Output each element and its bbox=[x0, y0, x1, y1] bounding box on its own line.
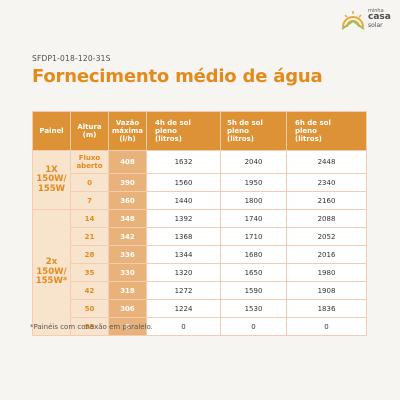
altura-cell: 14 bbox=[70, 209, 109, 228]
header-5h: 5h de sol pleno (litros) bbox=[220, 111, 287, 151]
h4-cell: 1368 bbox=[146, 227, 221, 246]
h6-cell: 2340 bbox=[286, 173, 367, 192]
vazao-cell: 306 bbox=[108, 299, 147, 318]
header-vazao: Vazão máxima (l/h) bbox=[108, 111, 147, 151]
table-row: 28 336 1344 1680 2016 bbox=[33, 245, 367, 264]
h5-cell: 1950 bbox=[220, 173, 287, 192]
h5-cell: 1710 bbox=[220, 227, 287, 246]
vazao-cell: 336 bbox=[108, 245, 147, 264]
altura-cell: Fluxo aberto bbox=[70, 150, 109, 174]
table-row: 1X 150W/155W Fluxo aberto 408 1632 2040 24… bbox=[32, 150, 367, 210]
table-row: 50 306 1224 1530 1836 bbox=[33, 299, 367, 318]
table-row: 55 0 0 0 0 bbox=[33, 317, 367, 336]
header-6h: 6h de sol pleno (litros) bbox=[286, 111, 367, 151]
altura-cell: 55 bbox=[70, 317, 109, 336]
h4-cell: 1392 bbox=[146, 209, 221, 228]
h4-cell: 1344 bbox=[146, 245, 221, 264]
altura-cell: 50 bbox=[70, 299, 109, 318]
h5-cell: 1650 bbox=[220, 263, 287, 282]
altura-cell: 35 bbox=[70, 263, 109, 282]
h6-cell: 0 bbox=[286, 317, 367, 336]
vazao-cell: 342 bbox=[108, 227, 147, 246]
table-row: 2x 150W/155W* 14 348 1392 1740 2088 bbox=[32, 209, 367, 336]
h4-cell: 1320 bbox=[146, 263, 221, 282]
h5-cell: 1740 bbox=[220, 209, 287, 228]
h6-cell: 2160 bbox=[286, 191, 367, 210]
h6-cell: 1908 bbox=[286, 281, 367, 300]
altura-cell: 7 bbox=[70, 191, 109, 210]
vazao-cell: 348 bbox=[108, 209, 147, 228]
panel-group-1: 1X 150W/155W bbox=[32, 150, 71, 210]
brand-logo: minha casa solar bbox=[340, 8, 396, 31]
table-row: 42 318 1272 1590 1908 bbox=[33, 281, 367, 300]
h6-cell: 2088 bbox=[286, 209, 367, 228]
water-supply-table: Painel Altura (m) Vazão máxima (l/h) 4h de … bbox=[32, 111, 367, 336]
table-row: 21 342 1368 1710 2052 bbox=[33, 227, 367, 246]
table-row: 0 390 1560 1950 2340 bbox=[33, 173, 367, 192]
product-code: SFDP1-018-120-31S bbox=[32, 54, 111, 63]
vazao-cell: 408 bbox=[108, 150, 147, 174]
h4-cell: 1440 bbox=[146, 191, 221, 210]
sun-house-icon bbox=[341, 11, 365, 30]
vazao-cell: 390 bbox=[108, 173, 147, 192]
h4-cell: 1560 bbox=[146, 173, 221, 192]
h5-cell: 2040 bbox=[220, 150, 287, 174]
h5-cell: 1800 bbox=[220, 191, 287, 210]
header-altura: Altura (m) bbox=[70, 111, 109, 151]
page-title: Fornecimento médio de água bbox=[32, 66, 323, 87]
vazao-cell: 318 bbox=[108, 281, 147, 300]
h5-cell: 0 bbox=[220, 317, 287, 336]
h4-cell: 0 bbox=[146, 317, 221, 336]
altura-cell: 0 bbox=[70, 173, 109, 192]
table-row: 35 330 1320 1650 1980 bbox=[33, 263, 367, 282]
h5-cell: 1530 bbox=[220, 299, 287, 318]
vazao-cell: 0 bbox=[108, 317, 147, 336]
altura-cell: 28 bbox=[70, 245, 109, 264]
h6-cell: 2448 bbox=[286, 150, 367, 174]
h5-cell: 1590 bbox=[220, 281, 287, 300]
header-4h: 4h de sol pleno (litros) bbox=[146, 111, 221, 151]
table-row: 7 360 1440 1800 2160 bbox=[33, 191, 367, 210]
altura-cell: 42 bbox=[70, 281, 109, 300]
h4-cell: 1272 bbox=[146, 281, 221, 300]
brand-line-1: minha bbox=[368, 8, 384, 14]
h4-cell: 1632 bbox=[146, 150, 221, 174]
h6-cell: 1980 bbox=[286, 263, 367, 282]
footnote: *Painéis com conexão em paralelo. bbox=[30, 323, 153, 331]
h6-cell: 2016 bbox=[286, 245, 367, 264]
panel-group-2: 2x 150W/155W* bbox=[32, 209, 71, 336]
table-header-row: Painel Altura (m) Vazão máxima (l/h) 4h de … bbox=[32, 111, 367, 151]
header-painel: Painel bbox=[32, 111, 71, 151]
brand-line-2: casa bbox=[368, 12, 391, 22]
h5-cell: 1680 bbox=[220, 245, 287, 264]
vazao-cell: 360 bbox=[108, 191, 147, 210]
h6-cell: 1836 bbox=[286, 299, 367, 318]
h6-cell: 2052 bbox=[286, 227, 367, 246]
h4-cell: 1224 bbox=[146, 299, 221, 318]
brand-line-3: solar bbox=[368, 22, 383, 29]
altura-cell: 21 bbox=[70, 227, 109, 246]
vazao-cell: 330 bbox=[108, 263, 147, 282]
